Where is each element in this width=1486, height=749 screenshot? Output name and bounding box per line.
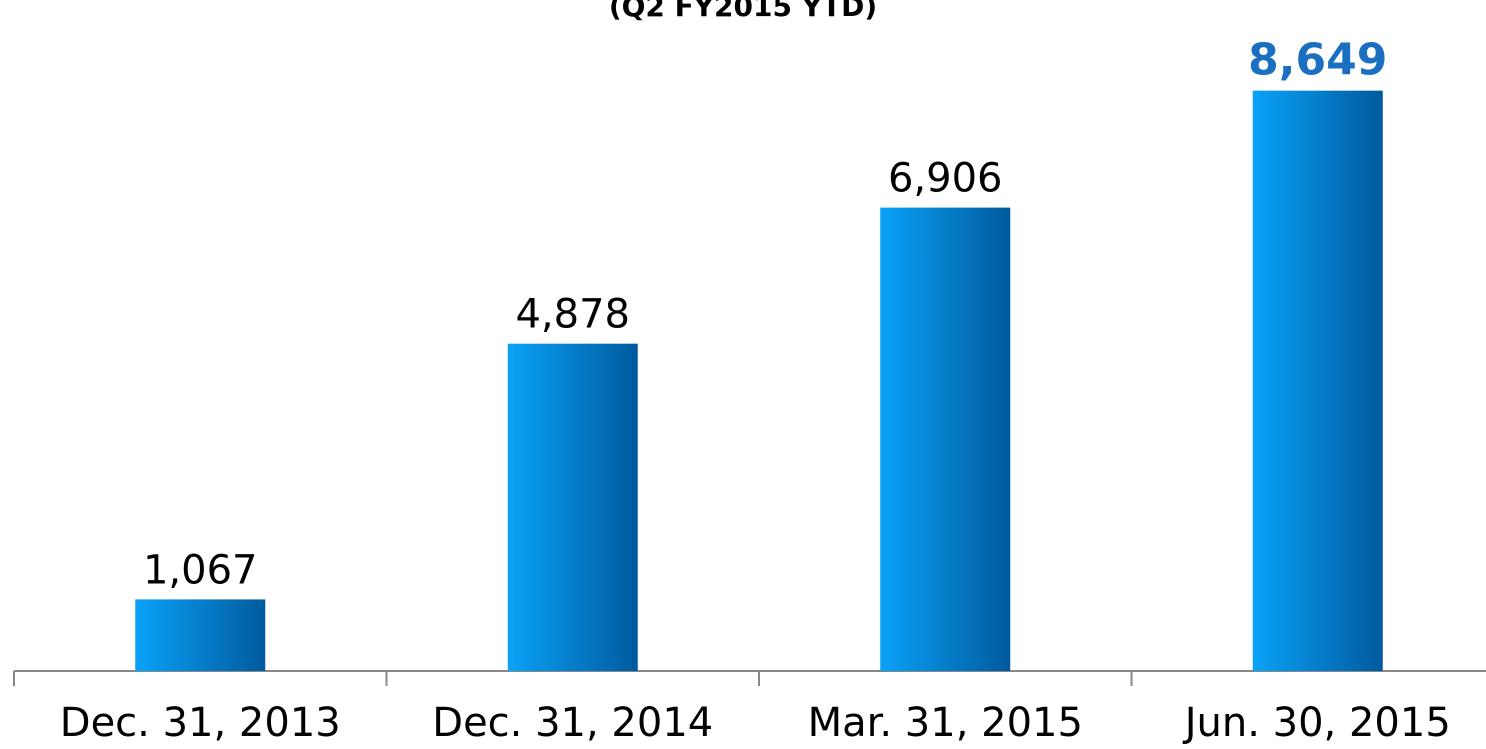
data-label: 1,067 (143, 547, 258, 593)
data-label: 8,649 (1248, 35, 1387, 86)
bar (1252, 90, 1383, 671)
bar (135, 599, 266, 671)
x-tick-label: Dec. 31, 2013 (60, 700, 341, 746)
x-tick-label: Jun. 30, 2015 (1182, 700, 1451, 746)
x-tick-label: Mar. 31, 2015 (808, 700, 1083, 746)
data-label: 6,906 (888, 156, 1003, 202)
bar (880, 207, 1011, 671)
chart-title: (Q2 FY2015 YTD) (609, 0, 877, 23)
data-label: 4,878 (515, 292, 630, 338)
bar (507, 343, 638, 671)
x-tick-label: Dec. 31, 2014 (432, 700, 713, 746)
